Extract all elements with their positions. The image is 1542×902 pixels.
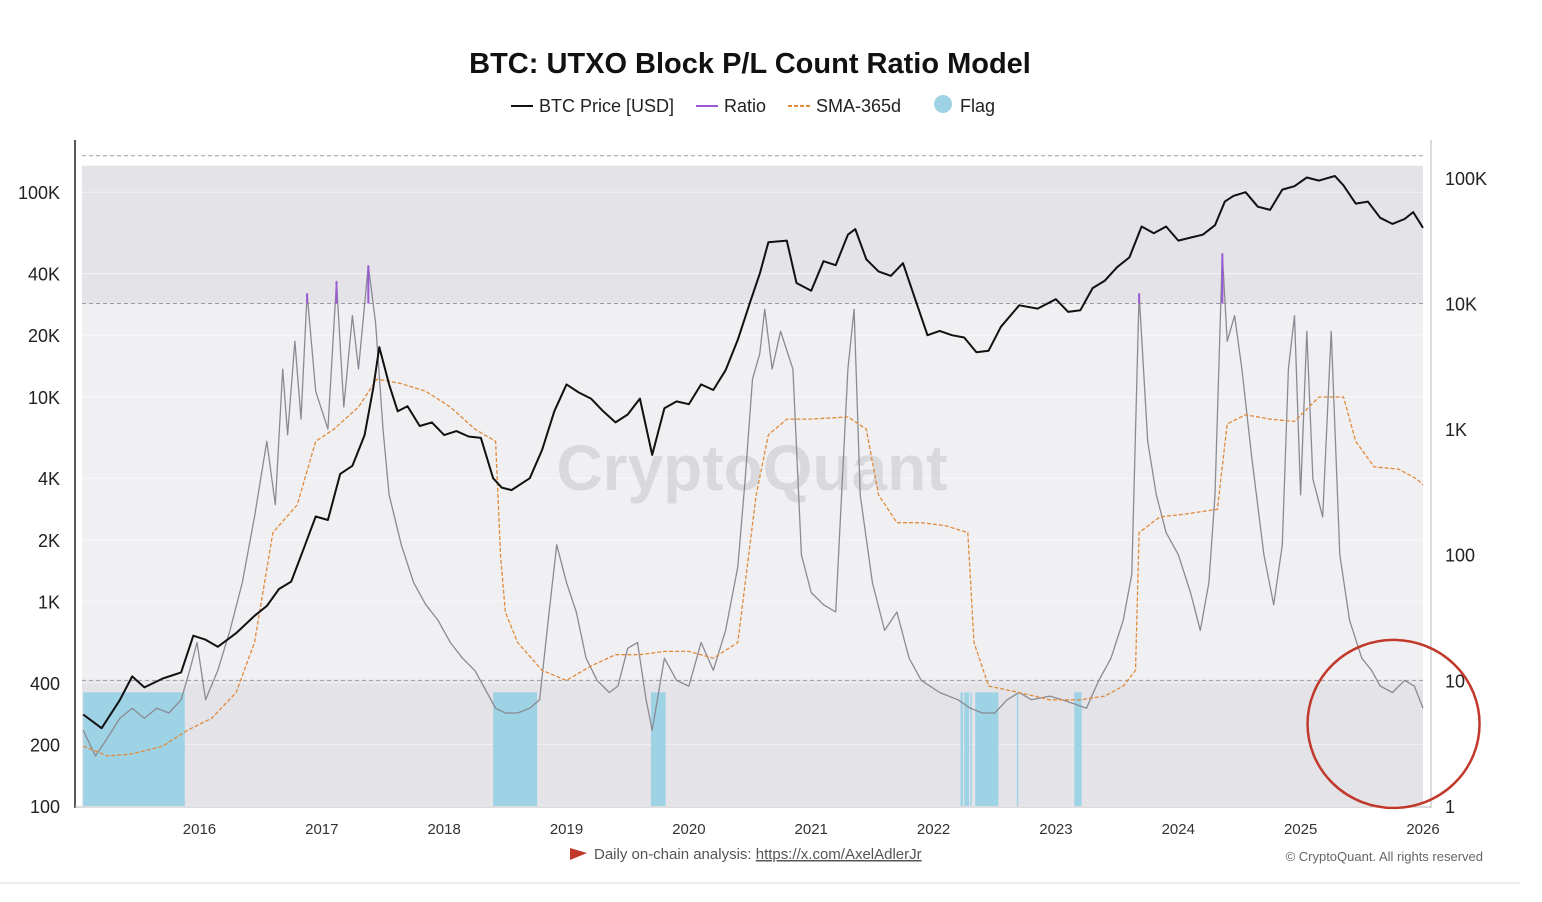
footer-prefix: Daily on-chain analysis: — [594, 846, 756, 863]
x-tick-label: 2022 — [917, 821, 950, 838]
legend-swatch — [934, 95, 952, 113]
left-tick-label: 400 — [30, 674, 60, 694]
left-tick-label: 4K — [38, 469, 60, 489]
flag-period — [493, 692, 538, 806]
right-tick-label: 100K — [1445, 169, 1487, 189]
right-tick-label: 1 — [1445, 797, 1455, 817]
legend-label: SMA-365d — [816, 96, 901, 116]
flag-period — [1074, 692, 1082, 806]
sma-series — [82, 378, 1424, 757]
legend-label: Flag — [960, 96, 995, 116]
x-tick-label: 2021 — [795, 821, 828, 838]
x-tick-label: 2019 — [550, 821, 583, 838]
chart-axes: 100 200 400 1K 2K 4K 10K 20K 40K 100K 1 10 100 1K 10K 1… — [18, 140, 1487, 838]
flag-period — [975, 692, 999, 806]
flag-areas — [83, 692, 1082, 806]
left-tick-label: 40K — [28, 265, 60, 285]
right-tick-label: 100 — [1445, 546, 1475, 566]
legend-item: Flag — [934, 95, 995, 116]
flag-icon — [570, 848, 587, 860]
left-tick-label: 1K — [38, 592, 60, 612]
ratio-line — [82, 252, 1424, 757]
x-tick-label: 2025 — [1284, 821, 1317, 838]
ratio-series — [82, 252, 1424, 757]
left-tick-label: 20K — [28, 326, 60, 346]
right-tick-label: 1K — [1445, 420, 1467, 440]
highlight-circle — [1306, 638, 1481, 810]
sma-line — [82, 378, 1424, 757]
left-tick-label: 2K — [38, 531, 60, 551]
legend-label: Ratio — [724, 96, 766, 116]
footer-link[interactable]: https://x.com/AxelAdlerJr — [756, 846, 922, 863]
flag-period — [970, 692, 972, 806]
right-tick-label: 10 — [1445, 671, 1465, 691]
chart-annotations — [1306, 638, 1481, 810]
x-tick-label: 2026 — [1406, 821, 1439, 838]
left-tick-label: 100K — [18, 183, 60, 203]
watermark: CryptoQuant — [556, 432, 947, 504]
lower-band — [82, 680, 1423, 806]
x-tick-label: 2016 — [183, 821, 216, 838]
legend-label: BTC Price [USD] — [539, 96, 674, 116]
chart-legend: BTC Price [USD] Ratio SMA-365d Flag — [511, 95, 995, 116]
plot-background — [82, 155, 1423, 807]
x-tick-label: 2024 — [1162, 821, 1195, 838]
x-tick-label: 2020 — [672, 821, 705, 838]
flag-period — [960, 692, 963, 806]
flag-period — [650, 692, 666, 806]
legend-item: SMA-365d — [788, 96, 901, 116]
x-tick-label: 2023 — [1039, 821, 1072, 838]
footer-line: Daily on-chain analysis: https://x.com/A… — [594, 846, 922, 863]
footer: Daily on-chain analysis: https://x.com/A… — [570, 846, 1483, 864]
left-tick-label: 10K — [28, 388, 60, 408]
flag-period — [964, 692, 970, 806]
price-line — [82, 175, 1424, 730]
right-tick-label: 10K — [1445, 294, 1477, 314]
flag-period — [1016, 692, 1019, 806]
x-tick-label: 2018 — [427, 821, 460, 838]
copyright: © CryptoQuant. All rights reserved — [1286, 849, 1483, 864]
chart-title: BTC: UTXO Block P/L Count Ratio Model — [469, 48, 1031, 80]
legend-item: BTC Price [USD] — [511, 96, 674, 116]
left-tick-label: 200 — [30, 735, 60, 755]
left-tick-label: 100 — [30, 797, 60, 817]
price-series — [82, 175, 1424, 730]
legend-item: Ratio — [696, 96, 766, 116]
x-tick-label: 2017 — [305, 821, 338, 838]
